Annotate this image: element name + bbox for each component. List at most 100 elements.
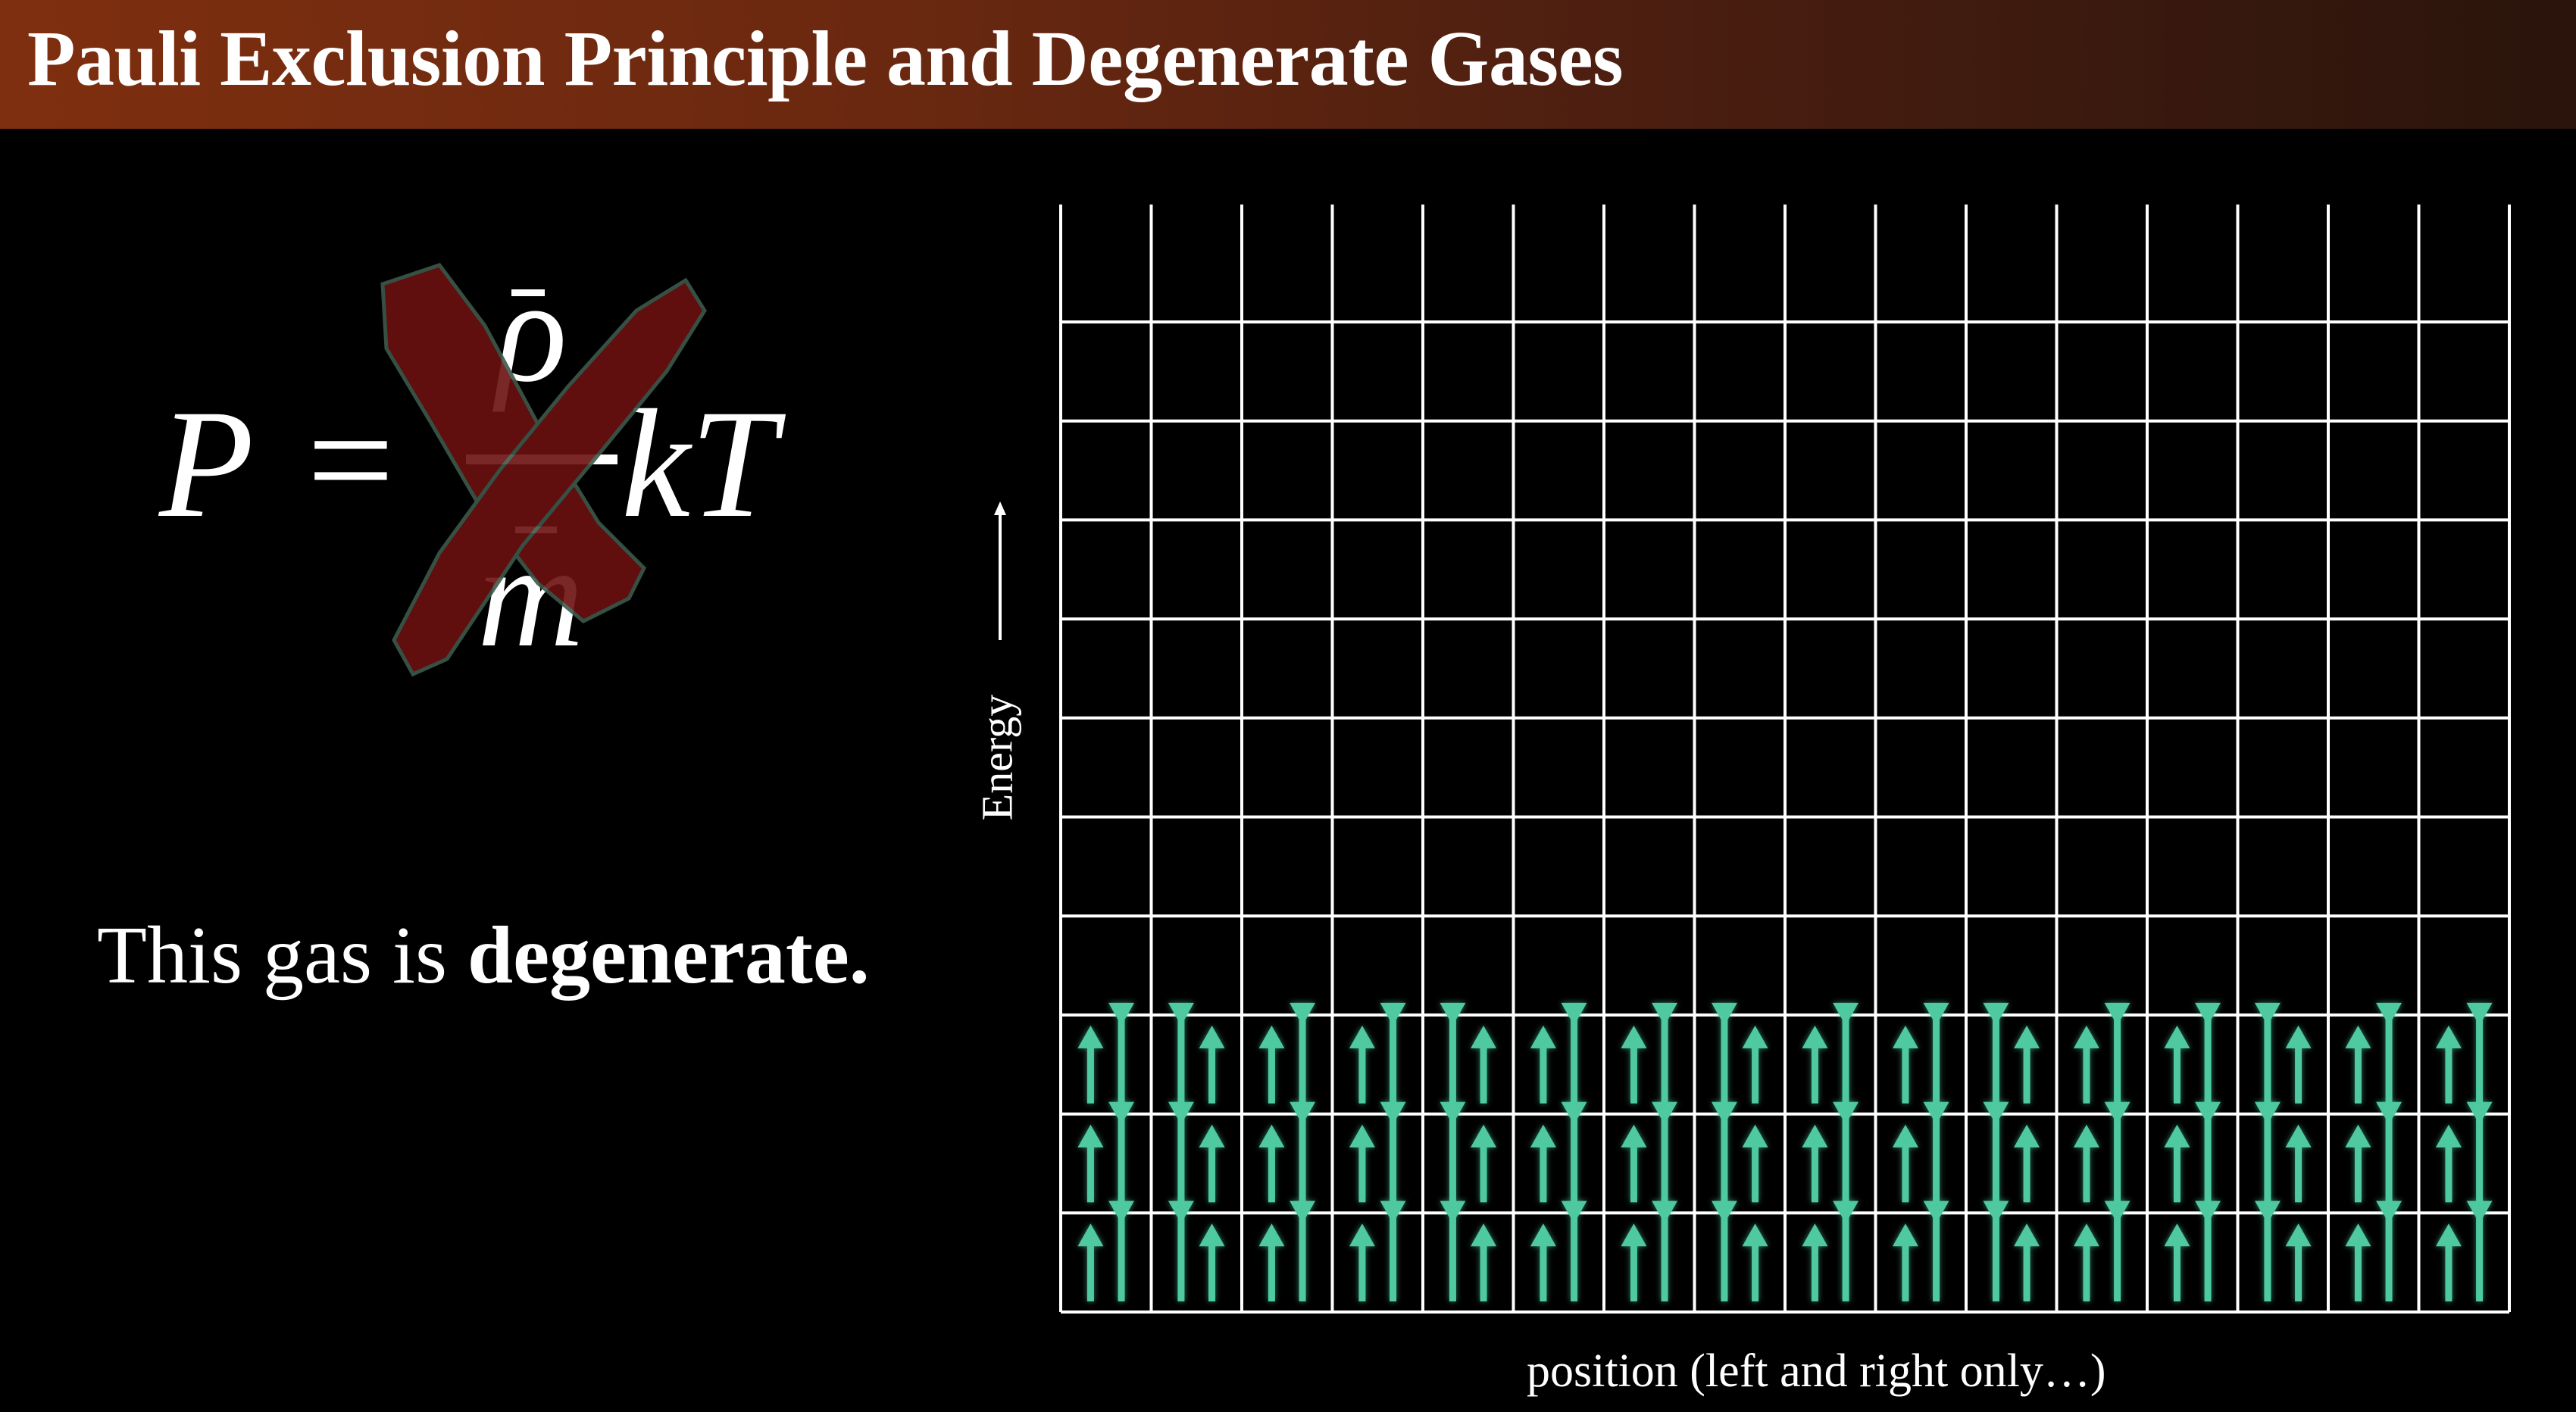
spin-down-arrow-icon bbox=[2195, 1002, 2221, 1104]
spin-down-arrow-icon bbox=[1168, 1101, 1194, 1203]
statement-bold: degenerate. bbox=[467, 911, 870, 1001]
spin-down-arrow-icon bbox=[1711, 1101, 1737, 1203]
spin-up-arrow-icon bbox=[2345, 1124, 2371, 1203]
spin-down-arrow-icon bbox=[1108, 1201, 1135, 1301]
spin-down-arrow-icon bbox=[1168, 1201, 1194, 1301]
spin-up-arrow-icon bbox=[1802, 1124, 1828, 1203]
spin-up-arrow-icon bbox=[2014, 1223, 2040, 1301]
spin-up-arrow-icon bbox=[1742, 1025, 1768, 1104]
spin-up-arrow-icon bbox=[2345, 1025, 2371, 1104]
spin-up-arrow-icon bbox=[1349, 1025, 1375, 1104]
statement-text: This gas is bbox=[97, 911, 468, 1001]
spin-down-arrow-icon bbox=[1290, 1002, 1316, 1104]
spin-up-arrow-icon bbox=[1802, 1223, 1828, 1301]
spin-up-arrow-icon bbox=[1471, 1124, 1497, 1203]
spin-down-arrow-icon bbox=[2466, 1101, 2493, 1203]
spin-up-arrow-icon bbox=[1077, 1025, 1104, 1104]
spin-down-arrow-icon bbox=[1440, 1101, 1466, 1203]
spin-up-arrow-icon bbox=[2014, 1124, 2040, 1203]
spin-down-arrow-icon bbox=[2376, 1002, 2402, 1104]
spin-down-arrow-icon bbox=[2254, 1101, 2281, 1203]
spin-down-arrow-icon bbox=[1923, 1201, 1949, 1301]
spin-down-arrow-icon bbox=[2466, 1002, 2493, 1104]
spin-down-arrow-icon bbox=[1983, 1002, 2009, 1104]
spin-down-arrow-icon bbox=[1290, 1201, 1316, 1301]
spin-up-arrow-icon bbox=[1621, 1223, 1647, 1301]
spin-down-arrow-icon bbox=[1380, 1201, 1406, 1301]
spin-down-arrow-icon bbox=[1833, 1201, 1859, 1301]
spin-up-arrow-icon bbox=[1621, 1025, 1647, 1104]
spin-up-arrow-icon bbox=[2345, 1223, 2371, 1301]
spin-down-arrow-icon bbox=[1108, 1002, 1135, 1104]
spin-down-arrow-icon bbox=[2104, 1201, 2131, 1301]
spin-down-arrow-icon bbox=[2376, 1101, 2402, 1203]
position-axis-label: position (left and right only…) bbox=[1527, 1345, 2106, 1397]
equation-pressure-symbol: P bbox=[159, 378, 255, 550]
spin-up-arrow-icon bbox=[2164, 1223, 2190, 1301]
spin-up-arrow-icon bbox=[1258, 1025, 1285, 1104]
spin-down-arrow-icon bbox=[1983, 1201, 2009, 1301]
spin-down-arrow-icon bbox=[1440, 1002, 1466, 1104]
spin-down-arrow-icon bbox=[1983, 1101, 2009, 1203]
spin-up-arrow-icon bbox=[1892, 1025, 1918, 1104]
spin-up-arrow-icon bbox=[1530, 1124, 1556, 1203]
spin-up-arrow-icon bbox=[2285, 1025, 2312, 1104]
spin-down-arrow-icon bbox=[1380, 1101, 1406, 1203]
spin-up-arrow-icon bbox=[1742, 1124, 1768, 1203]
spin-down-arrow-icon bbox=[1561, 1002, 1587, 1104]
spin-up-arrow-icon bbox=[1802, 1025, 1828, 1104]
spin-up-arrow-icon bbox=[1349, 1124, 1375, 1203]
spin-up-arrow-icon bbox=[1199, 1223, 1225, 1301]
spin-up-arrow-icon bbox=[2073, 1025, 2099, 1104]
spin-down-arrow-icon bbox=[1168, 1002, 1194, 1104]
spin-down-arrow-icon bbox=[1711, 1201, 1737, 1301]
spin-up-arrow-icon bbox=[1199, 1124, 1225, 1203]
spin-down-arrow-icon bbox=[2254, 1201, 2281, 1301]
energy-arrow-icon bbox=[994, 501, 1006, 640]
spin-down-arrow-icon bbox=[2195, 1101, 2221, 1203]
red-cross-icon bbox=[380, 263, 707, 677]
spin-up-arrow-icon bbox=[2435, 1025, 2462, 1104]
spin-down-arrow-icon bbox=[1923, 1002, 1949, 1104]
spin-down-arrow-icon bbox=[2195, 1201, 2221, 1301]
spin-up-arrow-icon bbox=[1199, 1025, 1225, 1104]
spin-up-arrow-icon bbox=[1621, 1124, 1647, 1203]
spin-up-arrow-icon bbox=[1471, 1025, 1497, 1104]
spin-up-arrow-icon bbox=[2285, 1223, 2312, 1301]
spin-up-arrow-icon bbox=[1077, 1223, 1104, 1301]
title-bar: Pauli Exclusion Principle and Degenerate… bbox=[0, 0, 2576, 129]
spin-up-arrow-icon bbox=[1258, 1124, 1285, 1203]
spin-up-arrow-icon bbox=[1077, 1124, 1104, 1203]
spin-down-arrow-icon bbox=[2104, 1101, 2131, 1203]
spin-down-arrow-icon bbox=[2254, 1002, 2281, 1104]
ideal-gas-equation: P = ρ m kT bbox=[114, 227, 871, 697]
spin-down-arrow-icon bbox=[1711, 1002, 1737, 1104]
spin-down-arrow-icon bbox=[2466, 1201, 2493, 1301]
spin-down-arrow-icon bbox=[1108, 1101, 1135, 1203]
spin-up-arrow-icon bbox=[1892, 1124, 1918, 1203]
spin-up-arrow-icon bbox=[2014, 1025, 2040, 1104]
spin-up-arrow-icon bbox=[2164, 1025, 2190, 1104]
spin-down-arrow-icon bbox=[1833, 1101, 1859, 1203]
spin-down-arrow-icon bbox=[1833, 1002, 1859, 1104]
spin-up-arrow-icon bbox=[1530, 1025, 1556, 1104]
spin-down-arrow-icon bbox=[2376, 1201, 2402, 1301]
slide-title: Pauli Exclusion Principle and Degenerate… bbox=[27, 15, 1624, 102]
spin-down-arrow-icon bbox=[1561, 1101, 1587, 1203]
spin-down-arrow-icon bbox=[1290, 1101, 1316, 1203]
degenerate-statement: This gas is degenerate. bbox=[97, 909, 870, 1003]
spin-up-arrow-icon bbox=[1530, 1223, 1556, 1301]
spin-down-arrow-icon bbox=[1652, 1002, 1678, 1104]
spin-down-arrow-icon bbox=[1923, 1101, 1949, 1203]
spin-up-arrow-icon bbox=[1742, 1223, 1768, 1301]
spin-up-arrow-icon bbox=[2073, 1124, 2099, 1203]
spin-down-arrow-icon bbox=[1380, 1002, 1406, 1104]
spin-down-arrow-icon bbox=[1440, 1201, 1466, 1301]
spin-up-arrow-icon bbox=[2435, 1223, 2462, 1301]
spin-up-arrow-icon bbox=[2164, 1124, 2190, 1203]
equation-equals-sign: = bbox=[307, 374, 395, 546]
spin-down-arrow-icon bbox=[1652, 1201, 1678, 1301]
spin-up-arrow-icon bbox=[1892, 1223, 1918, 1301]
spin-up-arrow-icon bbox=[2073, 1223, 2099, 1301]
